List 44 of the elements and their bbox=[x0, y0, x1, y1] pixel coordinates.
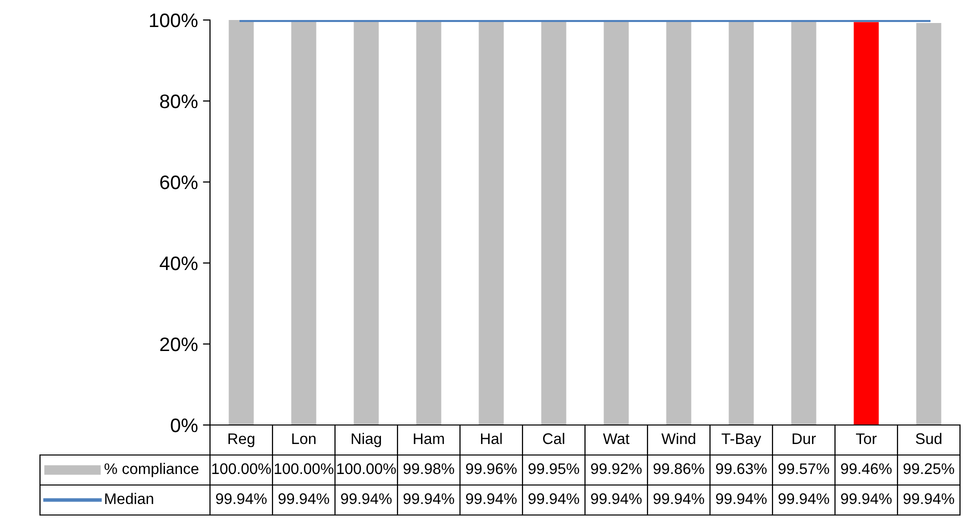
x-tick-label: Wind bbox=[661, 432, 696, 444]
data-label: 99.86% bbox=[654, 463, 704, 474]
x-tick-label: Ham bbox=[414, 433, 444, 444]
data-label: 100.00% bbox=[337, 463, 396, 474]
x-tick-label: Reg bbox=[228, 433, 254, 448]
data-label: 99.96% bbox=[466, 463, 517, 474]
x-tick-label: Wat bbox=[603, 433, 630, 444]
data-label: 99.25% bbox=[904, 463, 954, 474]
data-label: 99.94% bbox=[591, 493, 642, 504]
data-label: 99.94% bbox=[341, 493, 392, 504]
y-tick-label: 80% bbox=[160, 94, 198, 108]
data-label: 99.94% bbox=[216, 493, 267, 504]
y-tick-label: 20% bbox=[160, 337, 198, 352]
data-label: 99.98% bbox=[404, 463, 454, 474]
data-label: 99.63% bbox=[716, 463, 767, 474]
x-tick-label: Tor bbox=[856, 433, 877, 444]
data-label: 99.94% bbox=[841, 493, 892, 504]
data-label: 99.94% bbox=[528, 493, 580, 504]
data-label: 99.94% bbox=[654, 493, 704, 504]
y-tick-label: 0% bbox=[170, 418, 198, 432]
x-tick-label: Lon bbox=[292, 433, 316, 444]
data-label: 99.94% bbox=[404, 493, 454, 504]
data-label: 99.94% bbox=[778, 493, 830, 504]
data-label: 100.00% bbox=[274, 463, 334, 474]
y-tick-label: 100% bbox=[150, 13, 198, 28]
x-tick-label: Hal bbox=[481, 432, 502, 444]
data-label: 99.94% bbox=[904, 493, 954, 504]
data-label: 99.94% bbox=[466, 493, 517, 504]
data-label: 99.95% bbox=[528, 463, 580, 474]
legend-label: % compliance bbox=[104, 462, 198, 478]
x-tick-label: T-Bay bbox=[722, 433, 762, 448]
x-tick-label: Sud bbox=[916, 432, 942, 444]
data-label: 100.00% bbox=[212, 463, 271, 474]
y-tick-label: 60% bbox=[160, 175, 198, 190]
x-tick-label: Dur bbox=[792, 433, 816, 444]
data-label: 99.57% bbox=[778, 463, 830, 474]
data-label: 99.92% bbox=[591, 463, 642, 474]
x-tick-label: Cal bbox=[543, 432, 564, 444]
y-tick-label: 40% bbox=[160, 256, 198, 270]
x-tick-label: Niag bbox=[352, 432, 381, 448]
data-label: 99.46% bbox=[841, 463, 892, 474]
legend-label: Median bbox=[105, 492, 154, 504]
data-label: 99.94% bbox=[716, 493, 767, 504]
data-label: 99.94% bbox=[278, 493, 330, 504]
